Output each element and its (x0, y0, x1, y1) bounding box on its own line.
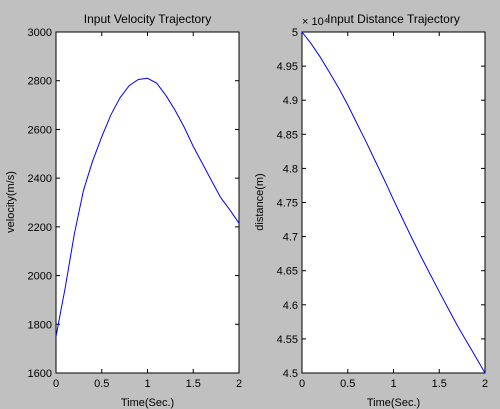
distance-y-tick-label: 4.5 (283, 368, 298, 380)
distance-x-tick-label: 0.5 (340, 378, 355, 390)
distance-y-tick-label: 4.65 (277, 266, 298, 278)
velocity-x-axis-label: Time(Sec.) (121, 397, 174, 409)
velocity-y-tick-label: 2400 (28, 173, 52, 185)
distance-y-tick-label: 4.75 (277, 198, 298, 210)
velocity-x-tick-label: 1.5 (186, 378, 201, 390)
distance-y-tick-label: 4.85 (277, 129, 298, 141)
velocity-x-tick-label: 0.5 (94, 378, 109, 390)
velocity-y-tick-label: 3000 (28, 27, 52, 39)
velocity-x-tick-label: 0 (53, 378, 59, 390)
distance-ticks: 0 0.5 1 1.5 2 4.5 4.55 4.6 4.65 4.7 4.75 4.8 4.85 4.9… (277, 27, 488, 390)
distance-y-tick-label: 4.6 (283, 300, 298, 312)
distance-y-tick-label: 5 (292, 27, 298, 39)
velocity-subplot: Input Velocity Trajectory Time(Sec.) vel… (5, 12, 242, 409)
distance-axes-box (301, 31, 486, 374)
distance-exponent-label: × 10⁴ (302, 16, 329, 28)
velocity-y-tick-label: 2800 (28, 76, 52, 88)
velocity-y-tick-label: 2000 (28, 271, 52, 283)
velocity-x-tick-label: 1 (144, 378, 150, 390)
distance-y-tick-label: 4.9 (283, 95, 298, 107)
distance-chart-title: Input Distance Trajectory (327, 12, 460, 26)
distance-subplot: Input Distance Trajectory × 10⁴ Time(Sec… (254, 12, 488, 409)
distance-x-tick-label: 2 (482, 378, 488, 390)
distance-x-tick-label: 1 (390, 378, 396, 390)
velocity-x-tick-label: 2 (236, 378, 242, 390)
velocity-y-tick-label: 2200 (28, 222, 52, 234)
distance-y-tick-label: 4.95 (277, 61, 298, 73)
velocity-y-tick-label: 1600 (28, 368, 52, 380)
distance-y-tick-label: 4.7 (283, 232, 298, 244)
velocity-series-line (55, 77, 240, 337)
velocity-axes-box (55, 31, 240, 374)
distance-y-tick-label: 4.8 (283, 163, 298, 175)
velocity-ticks: 0 0.5 1 1.5 2 1600 1800 2000 2200 2400 2600 2800 300… (28, 27, 243, 390)
velocity-y-axis-label: velocity(m/s) (5, 171, 17, 233)
distance-x-axis-label: Time(Sec.) (367, 397, 420, 409)
distance-y-axis-label: distance(m) (254, 173, 266, 230)
velocity-y-tick-label: 1800 (28, 319, 52, 331)
distance-x-tick-label: 0 (299, 378, 305, 390)
velocity-chart-title: Input Velocity Trajectory (84, 12, 211, 26)
distance-x-tick-label: 1.5 (432, 378, 447, 390)
velocity-y-tick-label: 2600 (28, 124, 52, 136)
distance-series-line (301, 31, 486, 374)
distance-y-tick-label: 4.55 (277, 334, 298, 346)
